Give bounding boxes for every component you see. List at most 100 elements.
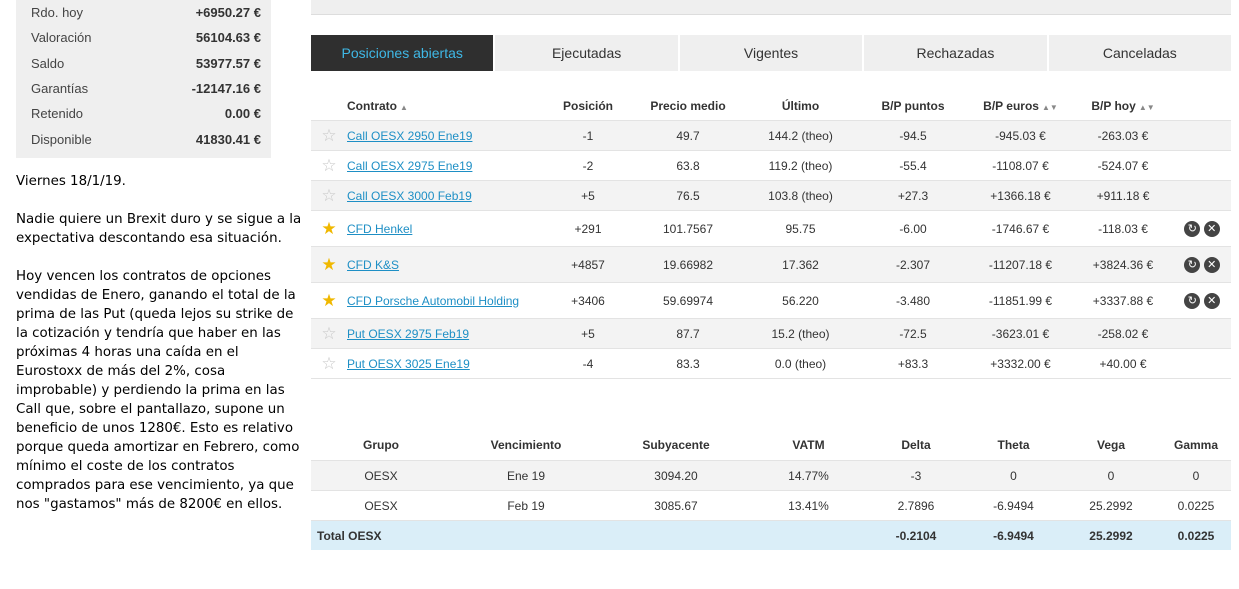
pl-points: -72.5 [858,318,968,349]
pl-today: +40.00 € [1073,348,1173,379]
account-label: Disponible [31,131,92,147]
tab-vigentes[interactable]: Vigentes [679,35,865,71]
greeks-cell: OESX [311,460,451,491]
account-row-garantias: Garantías -12147.16 € [16,76,271,101]
tab-ejecutadas[interactable]: Ejecutadas [495,35,680,71]
last-price: 103.8 (theo) [743,180,858,211]
header-delta: Delta [901,438,931,452]
star-icon[interactable]: ☆ [321,354,337,373]
greeks-cell: 0 [1061,460,1161,491]
contract-link[interactable]: CFD Henkel [347,221,413,236]
pl-today: +3824.36 € [1073,246,1173,283]
header-bp-euros[interactable]: B/P euros ▲▼ [983,99,1058,113]
star-icon[interactable]: ☆ [321,156,337,175]
greeks-cell: OESX [311,490,451,521]
avg-price: 63.8 [633,150,743,181]
total-label: Total OESX [311,520,451,550]
header-precio-medio: Precio medio [650,99,726,113]
tab-canceladas[interactable]: Canceladas [1048,35,1232,71]
positions-header-row: Contrato ▲ Posición Precio medio Último B… [311,92,1231,121]
table-row: ☆ Put OESX 2975 Feb19 +5 87.7 15.2 (theo… [311,318,1231,349]
account-label: Retenido [31,106,84,122]
top-strip-cutoff [311,0,1231,15]
account-value: 56104.63 € [195,30,261,46]
refresh-icon[interactable]: ↻ [1184,220,1201,237]
header-actions [1173,92,1231,121]
header-gamma: Gamma [1173,438,1219,452]
last-price: 15.2 (theo) [743,318,858,349]
greeks-cell: 0 [1161,460,1231,491]
pl-points: +83.3 [858,348,968,379]
header-star [311,92,347,121]
header-vega: Vega [1096,438,1126,452]
pl-points: -6.00 [858,210,968,247]
contract-link[interactable]: Call OESX 2975 Ene19 [347,158,473,173]
header-vencimiento: Vencimiento [490,438,562,452]
commentary-paragraph: Nadie quiere un Brexit duro y se sigue a… [16,212,302,246]
table-row: ☆ Call OESX 2950 Ene19 -1 49.7 144.2 (th… [311,120,1231,151]
position-value: +4857 [543,246,633,283]
star-filled-icon[interactable]: ★ [321,219,337,238]
contract-link[interactable]: Call OESX 3000 Feb19 [347,188,472,203]
table-row: ★ CFD K&S +4857 19.66982 17.362 -2.307 -… [311,246,1231,283]
last-price: 144.2 (theo) [743,120,858,151]
refresh-icon[interactable]: ↻ [1184,256,1201,273]
greeks-header-row: Grupo Vencimiento Subyacente VATM Delta … [311,430,1231,461]
position-value: -4 [543,348,633,379]
account-value: 53977.57 € [195,55,261,71]
greeks-cell: 14.77% [751,460,866,491]
pl-euros: -3623.01 € [968,318,1073,349]
last-price: 0.0 (theo) [743,348,858,379]
star-icon[interactable]: ☆ [321,126,337,145]
account-value: -12147.16 € [191,81,261,97]
star-filled-icon[interactable]: ★ [321,291,337,310]
greeks-table: Grupo Vencimiento Subyacente VATM Delta … [311,430,1231,550]
header-bp-hoy[interactable]: B/P hoy ▲▼ [1091,99,1155,113]
close-icon[interactable]: ✕ [1203,292,1220,309]
table-row: ★ CFD Porsche Automobil Holding +3406 59… [311,282,1231,319]
header-ultimo: Último [781,99,820,113]
tab-posiciones-abiertas[interactable]: Posiciones abiertas [311,35,496,71]
account-summary: Rdo. hoy +6950.27 € Valoración 56104.63 € … [16,0,271,158]
greeks-cell: Ene 19 [451,460,601,491]
pl-today: +3337.88 € [1073,282,1173,319]
contract-link[interactable]: Put OESX 3025 Ene19 [347,356,470,371]
contract-link[interactable]: CFD K&S [347,257,400,272]
pl-points: -55.4 [858,150,968,181]
greeks-cell: 25.2992 [1061,490,1161,521]
contract-link[interactable]: CFD Porsche Automobil Holding [347,293,520,308]
order-tabs: Posiciones abiertas Ejecutadas Vigentes … [311,35,1232,71]
greeks-cell: 0.0225 [1161,490,1231,521]
position-value: +5 [543,180,633,211]
avg-price: 19.66982 [633,246,743,283]
close-icon[interactable]: ✕ [1203,256,1220,273]
table-row: OESX Ene 19 3094.20 14.77% -3 0 0 0 [311,460,1231,491]
header-contrato[interactable]: Contrato ▲ [347,99,408,113]
last-price: 119.2 (theo) [743,150,858,181]
pl-today: -118.03 € [1073,210,1173,247]
pl-points: +27.3 [858,180,968,211]
account-label: Garantías [31,81,89,97]
contract-link[interactable]: Call OESX 2950 Ene19 [347,128,473,143]
pl-euros: -1746.67 € [968,210,1073,247]
sort-icon: ▲▼ [1041,103,1058,112]
avg-price: 76.5 [633,180,743,211]
star-icon[interactable]: ☆ [321,324,337,343]
header-grupo: Grupo [363,438,399,452]
star-icon[interactable]: ☆ [321,186,337,205]
close-icon[interactable]: ✕ [1203,220,1220,237]
greeks-cell: 3085.67 [601,490,751,521]
avg-price: 59.69974 [633,282,743,319]
contract-link[interactable]: Put OESX 2975 Feb19 [347,326,470,341]
account-label: Valoración [31,30,92,46]
greeks-cell: Feb 19 [451,490,601,521]
tab-rechazadas[interactable]: Rechazadas [864,35,1049,71]
pl-points: -2.307 [858,246,968,283]
avg-price: 83.3 [633,348,743,379]
pl-points: -3.480 [858,282,968,319]
account-label: Saldo [31,55,65,71]
total-delta: -0.2104 [866,520,966,550]
refresh-icon[interactable]: ↻ [1184,292,1201,309]
star-filled-icon[interactable]: ★ [321,255,337,274]
account-row-disponible: Disponible 41830.41 € [16,126,271,151]
